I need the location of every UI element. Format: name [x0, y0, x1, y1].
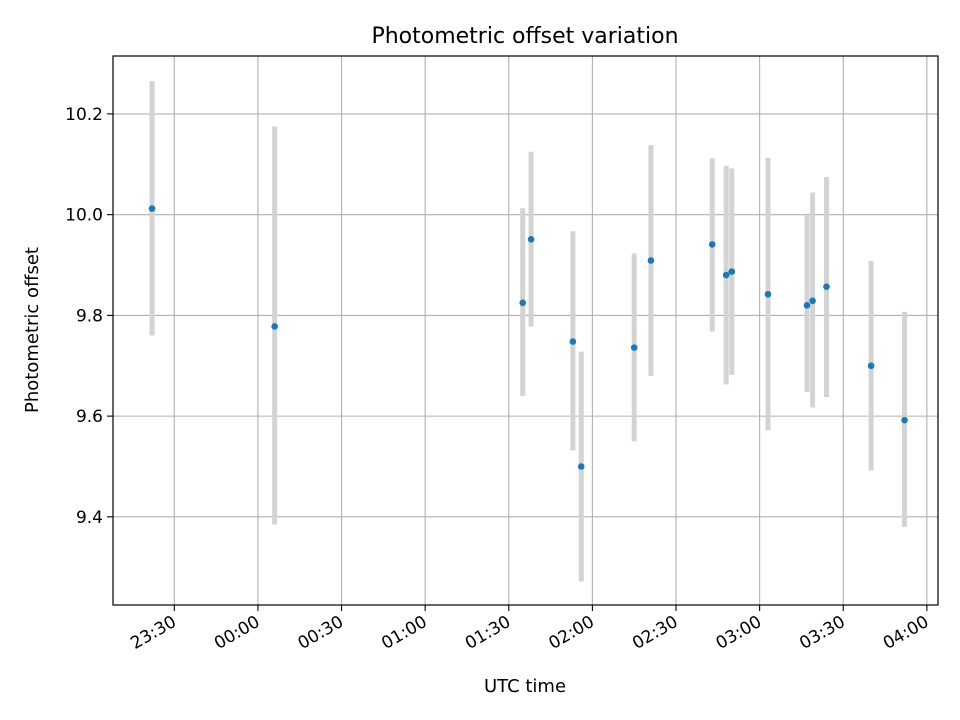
data-point — [823, 283, 830, 290]
x-tick-label: 03:30 — [796, 612, 848, 654]
data-point — [867, 362, 875, 370]
x-tick-label: 03:00 — [713, 612, 765, 654]
y-axis-ticks: 9.4 9.6 9.8 10.0 10.2 — [65, 105, 113, 528]
data-points — [148, 205, 908, 470]
data-point — [577, 463, 585, 470]
x-axis-ticks: 23:30 00:00 00:30 01:00 01:30 02:00 02:30 03:00… — [127, 605, 932, 654]
x-tick-label: 02:00 — [545, 612, 597, 654]
y-tick-label: 10.2 — [65, 105, 103, 125]
y-tick-label: 10.0 — [65, 206, 103, 226]
data-point — [901, 416, 908, 424]
x-tick-label: 01:30 — [462, 612, 514, 654]
data-point — [722, 271, 730, 279]
y-axis-label: Photometric offset — [22, 247, 43, 413]
data-point — [708, 241, 716, 248]
data-point — [647, 257, 655, 264]
x-axis-label: UTC time — [484, 676, 566, 697]
y-tick-label: 9.4 — [76, 508, 103, 528]
y-tick-label: 9.6 — [76, 407, 103, 427]
x-tick-label: 00:30 — [295, 612, 347, 654]
error-bars — [149, 81, 908, 582]
grid-lines — [113, 56, 938, 605]
data-point — [630, 344, 638, 351]
data-point — [764, 290, 772, 298]
data-point — [519, 299, 527, 307]
data-point — [527, 236, 535, 243]
data-point — [728, 268, 736, 275]
y-tick-label: 9.8 — [76, 306, 103, 326]
plot-frame — [112, 55, 939, 606]
data-point — [809, 297, 816, 305]
x-tick-label: 01:00 — [378, 612, 430, 654]
data-point — [803, 302, 811, 309]
data-point — [271, 323, 278, 330]
chart-title: Photometric offset variation — [371, 24, 678, 49]
x-tick-label: 04:00 — [880, 612, 932, 654]
x-tick-label: 02:30 — [629, 612, 681, 654]
data-point — [148, 205, 156, 212]
data-point — [569, 338, 577, 345]
x-tick-label: 00:00 — [211, 612, 263, 654]
x-tick-label: 23:30 — [127, 612, 179, 654]
